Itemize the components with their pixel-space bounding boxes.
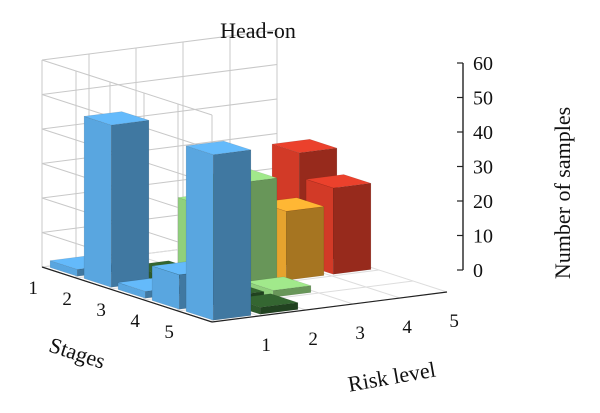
z-tick-label: 60 — [473, 53, 493, 75]
bar-front-face — [213, 149, 252, 321]
stage-tick-label: 2 — [62, 289, 72, 310]
z-tick-label: 50 — [473, 88, 493, 110]
grid-line-back-wall — [41, 64, 278, 95]
z-tick-label: 30 — [473, 157, 493, 179]
bar-top-face — [246, 276, 311, 291]
bar-top-face — [84, 111, 149, 126]
grid-line-left-wall — [41, 59, 213, 116]
stage-tick-label: 1 — [28, 278, 38, 299]
stages-axis-line — [41, 266, 213, 323]
bar-left-face — [83, 115, 112, 288]
risk-tick-label: 2 — [308, 329, 318, 350]
z-tick-label: 10 — [473, 226, 493, 248]
bar-top-face — [272, 138, 337, 154]
risk-axis-line — [211, 291, 448, 323]
risk-tick-label: 1 — [261, 335, 271, 356]
risk-tick-label: 5 — [449, 311, 459, 332]
risk-tick-label: 4 — [402, 317, 412, 338]
axes-group: 0 10 20 30 40 50 60 1 2 3 4 5 1 2 3 4 5 — [28, 53, 493, 356]
grid-line-back-wall — [41, 29, 278, 61]
stages-axis-label: Stages — [46, 332, 108, 374]
z-tick-label: 40 — [473, 122, 493, 144]
stage-tick-label: 4 — [130, 311, 140, 332]
grid-line-back-wall — [41, 98, 278, 130]
z-tick-label: 0 — [473, 260, 483, 282]
bar-top-face — [186, 140, 251, 156]
chart-title: Head-on — [220, 18, 296, 43]
stage-tick-label: 3 — [96, 300, 106, 321]
risk-level-axis-label: Risk level — [346, 357, 438, 397]
stage-tick-label: 5 — [164, 322, 174, 343]
bar-front-face — [285, 206, 325, 281]
grid-line-back-wall — [41, 133, 278, 164]
bar-front-face — [332, 182, 372, 275]
bar-risk1-stage4 — [83, 111, 150, 288]
z-tick-label: 20 — [473, 191, 493, 213]
bar-risk1-stage1 — [185, 140, 252, 321]
bars-group — [49, 111, 372, 321]
risk-tick-label: 3 — [355, 323, 365, 344]
bar-front-face — [111, 119, 150, 288]
z-axis-label: Number of samples — [550, 107, 575, 279]
bar-top-face — [306, 174, 371, 189]
bar-left-face — [185, 145, 214, 321]
